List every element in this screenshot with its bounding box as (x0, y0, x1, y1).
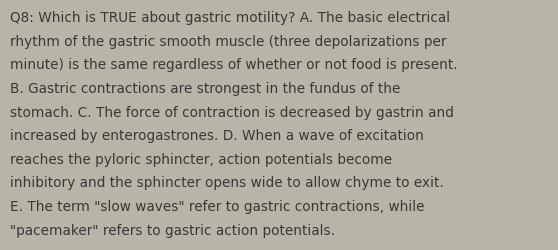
Text: stomach. C. The force of contraction is decreased by gastrin and: stomach. C. The force of contraction is … (10, 105, 454, 119)
Text: minute) is the same regardless of whether or not food is present.: minute) is the same regardless of whethe… (10, 58, 458, 72)
Text: inhibitory and the sphincter opens wide to allow chyme to exit.: inhibitory and the sphincter opens wide … (10, 176, 444, 190)
Text: B. Gastric contractions are strongest in the fundus of the: B. Gastric contractions are strongest in… (10, 82, 401, 96)
Text: rhythm of the gastric smooth muscle (three depolarizations per: rhythm of the gastric smooth muscle (thr… (10, 35, 446, 49)
Text: increased by enterogastrones. D. When a wave of excitation: increased by enterogastrones. D. When a … (10, 129, 424, 143)
Text: E. The term "slow waves" refer to gastric contractions, while: E. The term "slow waves" refer to gastri… (10, 199, 425, 213)
Text: Q8: Which is TRUE about gastric motility? A. The basic electrical: Q8: Which is TRUE about gastric motility… (10, 11, 450, 25)
Text: "pacemaker" refers to gastric action potentials.: "pacemaker" refers to gastric action pot… (10, 223, 335, 237)
Text: reaches the pyloric sphincter, action potentials become: reaches the pyloric sphincter, action po… (10, 152, 392, 166)
